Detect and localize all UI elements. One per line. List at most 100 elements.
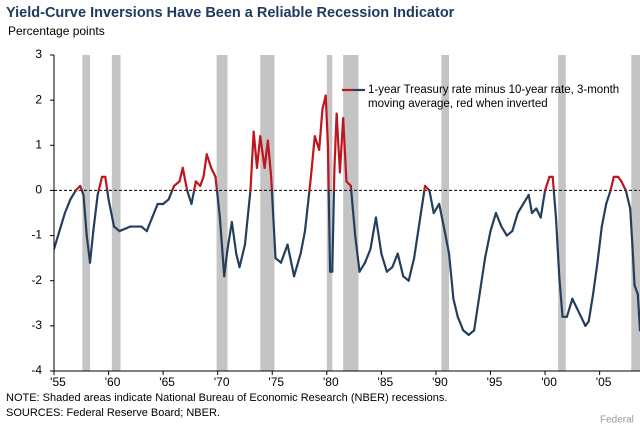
line-segment — [303, 189, 311, 233]
line-segment — [326, 144, 330, 192]
line-segment — [266, 139, 273, 178]
line-segment — [407, 257, 416, 282]
line-segment — [292, 252, 302, 278]
recession-band — [631, 55, 640, 371]
line-segment — [199, 175, 205, 188]
line-segment — [181, 166, 189, 192]
line-segment — [97, 175, 104, 192]
line-segment — [308, 180, 312, 192]
line-segment — [279, 243, 289, 264]
line-segment — [483, 229, 492, 260]
line-segment — [331, 189, 336, 273]
line-segment — [620, 180, 627, 192]
y-tick-label: -4 — [31, 363, 42, 377]
line-segment — [527, 193, 534, 215]
line-segment — [447, 252, 455, 300]
line-segment — [452, 297, 459, 318]
line-segment — [558, 275, 564, 318]
line-segment — [571, 297, 578, 309]
line-segment — [500, 225, 508, 237]
line-segment — [172, 180, 181, 188]
line-segment — [350, 189, 357, 237]
line-segment — [145, 216, 154, 233]
line-segment — [88, 229, 95, 264]
line-segment — [226, 220, 233, 251]
line-segment — [432, 202, 441, 215]
chart-title: Yield-Curve Inversions Have Been a Relia… — [6, 5, 455, 21]
line-segment — [58, 211, 67, 233]
line-segment — [516, 202, 525, 215]
line-segment — [600, 202, 608, 228]
y-tick-label: -1 — [31, 228, 42, 242]
line-segment — [591, 261, 599, 296]
line-segment — [489, 211, 498, 233]
line-segment — [467, 329, 476, 336]
recession-band — [82, 55, 91, 371]
line-segment — [210, 166, 217, 178]
line-segment — [624, 189, 632, 210]
line-segment — [243, 189, 252, 246]
y-tick-label: -2 — [31, 273, 42, 287]
line-segment — [324, 94, 330, 147]
line-segment — [494, 211, 503, 228]
line-segment — [551, 175, 555, 192]
line-segment — [456, 315, 465, 332]
line-segment — [596, 225, 603, 264]
line-segment — [259, 135, 266, 169]
line-segment — [358, 261, 367, 273]
line-segment — [151, 202, 159, 219]
line-segment — [299, 229, 307, 255]
x-tick-label: '70 — [214, 375, 230, 389]
y-tick-label: 0 — [35, 183, 42, 197]
line-segment — [579, 315, 587, 327]
line-segment — [418, 189, 426, 224]
x-tick-label: '65 — [159, 375, 175, 389]
line-segment — [249, 130, 255, 192]
line-segment — [575, 306, 583, 318]
x-tick-label: '85 — [378, 375, 394, 389]
line-segment — [363, 248, 372, 264]
line-segment — [327, 189, 332, 273]
x-tick-label: '95 — [487, 375, 503, 389]
note: NOTE: Shaded areas indicate National Bur… — [6, 392, 447, 404]
line-segment — [462, 329, 470, 336]
line-segment — [438, 202, 446, 233]
line-segment — [92, 193, 99, 233]
sources: SOURCES: Federal Reserve Board; NBER. — [6, 407, 220, 419]
line-segment — [230, 220, 238, 255]
line-segment — [565, 297, 574, 318]
y-tick-label: 2 — [35, 92, 42, 106]
x-tick-label: '05 — [596, 375, 612, 389]
line-segment — [193, 180, 197, 192]
x-tick-label: '90 — [432, 375, 448, 389]
line-segment — [309, 135, 316, 183]
line-segment — [522, 193, 530, 206]
line-segment — [270, 175, 273, 192]
line-segment — [223, 248, 229, 278]
line-segment — [252, 130, 259, 169]
line-segment — [552, 189, 558, 219]
x-tick-label: '80 — [323, 375, 339, 389]
line-segment — [380, 252, 388, 273]
line-segment — [587, 293, 595, 323]
line-segment — [202, 153, 208, 178]
recession-band — [343, 55, 359, 371]
line-segment — [369, 216, 378, 251]
line-segment — [396, 252, 405, 278]
line-segment — [539, 189, 547, 219]
line-segment — [443, 229, 451, 255]
line-segment — [118, 225, 132, 233]
line-segment — [335, 112, 342, 174]
line-segment — [186, 189, 193, 206]
line-segment — [342, 117, 348, 183]
line-segment — [270, 189, 277, 260]
recession-band — [441, 55, 450, 371]
line-segment — [631, 243, 636, 287]
line-segment — [511, 211, 519, 233]
line-segment — [609, 175, 615, 192]
line-segment — [505, 229, 514, 237]
line-segment — [473, 293, 481, 332]
line-segment — [214, 175, 219, 192]
